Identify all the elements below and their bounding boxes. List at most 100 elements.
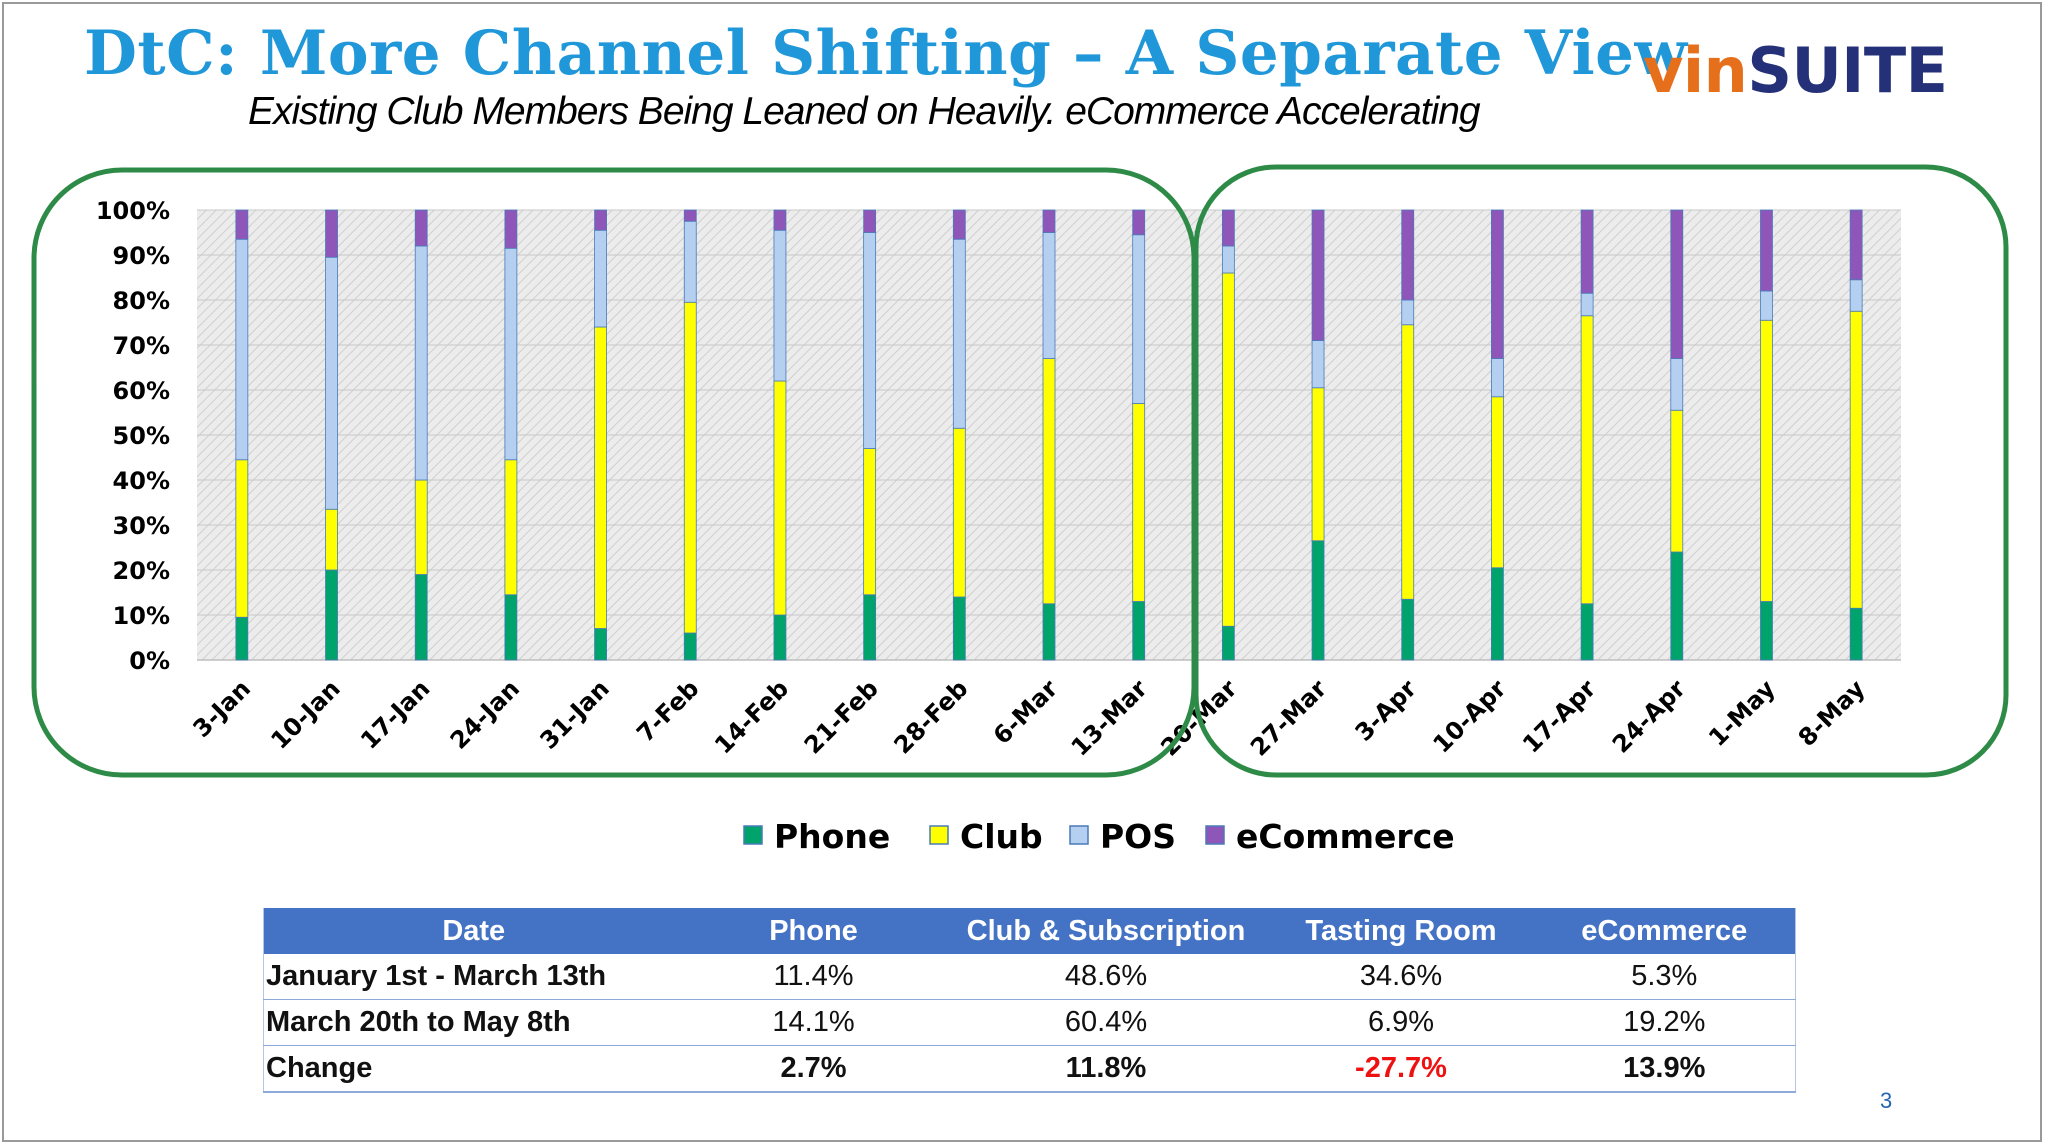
bar-club-8-may	[1849, 310, 1863, 609]
cell-tasting: 6.9%	[1268, 999, 1534, 1046]
bar-club-10-jan	[325, 508, 338, 571]
bar-phone-20-mar	[1221, 625, 1235, 661]
bar-pos-24-jan	[504, 247, 518, 461]
bar-ecommerce-20-mar	[1221, 209, 1235, 247]
bar-ecommerce-10-jan	[325, 209, 338, 258]
x-tick-label: 21-Feb	[799, 674, 884, 759]
x-tick-label: 24-Jan	[445, 674, 525, 754]
vinsuite-logo: vinSUITE	[1643, 34, 1948, 107]
legend-swatch-club	[929, 825, 949, 845]
bar-club-17-apr	[1580, 315, 1594, 605]
stacked-bar-chart: 0%10%20%30%40%50%60%70%80%90%100% 3-Jan 1…	[31, 164, 2009, 856]
cell-club: 11.8%	[943, 1045, 1269, 1093]
bar-phone-3-jan	[235, 616, 249, 661]
row-date: Change	[263, 1045, 684, 1093]
cell-phone: 2.7%	[683, 1045, 944, 1093]
bar-club-24-apr	[1670, 409, 1684, 553]
header-club-subscription: Club & Subscription	[943, 908, 1269, 954]
row-date: January 1st - March 13th	[263, 954, 684, 1000]
bar-phone-27-mar	[1311, 540, 1325, 661]
bar-phone-10-jan	[325, 569, 338, 661]
cell-club: 48.6%	[943, 954, 1269, 1000]
y-tick-label: 40%	[113, 467, 170, 495]
bar-pos-10-jan	[325, 256, 338, 510]
bar-ecommerce-17-jan	[414, 209, 428, 247]
bar-club-20-mar	[1221, 272, 1235, 627]
cell-phone: 11.4%	[683, 954, 944, 1000]
y-tick-label: 10%	[113, 602, 170, 630]
bar-ecommerce-31-jan	[594, 209, 607, 231]
bar-pos-8-may	[1849, 279, 1863, 312]
cell-ecommerce: 19.2%	[1533, 999, 1796, 1046]
bar-pos-13-mar	[1132, 234, 1146, 404]
y-tick-label: 80%	[113, 287, 170, 315]
x-tick-label: 17-Apr	[1517, 674, 1601, 758]
bar-ecommerce-14-feb	[773, 209, 787, 231]
bar-pos-7-feb	[683, 220, 697, 303]
bar-phone-31-jan	[594, 628, 607, 661]
bar-club-6-mar	[1042, 358, 1056, 605]
bar-pos-17-jan	[414, 245, 428, 481]
table-row: March 20th to May 8th 14.1% 60.4% 6.9% 1…	[263, 999, 1796, 1046]
bar-ecommerce-7-feb	[683, 209, 697, 222]
cell-phone: 14.1%	[683, 999, 944, 1046]
x-tick-label: 1-May	[1703, 674, 1781, 752]
bar-club-3-apr	[1401, 324, 1415, 600]
logo-suite-text: SUITE	[1747, 34, 1948, 107]
legend-label-ecommerce: eCommerce	[1236, 817, 1455, 856]
y-tick-label: 30%	[113, 512, 170, 540]
bar-phone-21-feb	[863, 594, 877, 661]
x-tick-label: 24-Apr	[1607, 674, 1691, 758]
bar-phone-13-mar	[1132, 601, 1146, 661]
table-row: January 1st - March 13th 11.4% 48.6% 34.…	[263, 954, 1796, 1000]
bar-phone-7-feb	[683, 632, 697, 661]
page-number: 3	[1880, 1088, 1893, 1113]
bar-ecommerce-10-apr	[1491, 209, 1504, 359]
bar-phone-17-apr	[1580, 603, 1594, 661]
bar-club-31-jan	[594, 326, 607, 629]
bar-club-7-feb	[683, 301, 697, 634]
bar-ecommerce-3-jan	[235, 209, 249, 240]
bar-club-27-mar	[1311, 387, 1325, 542]
bar-ecommerce-21-feb	[863, 209, 877, 233]
bar-phone-1-may	[1760, 601, 1773, 661]
y-tick-label: 60%	[113, 377, 170, 405]
y-tick-label: 0%	[129, 647, 170, 675]
legend-label-pos: POS	[1100, 817, 1176, 856]
bar-ecommerce-3-apr	[1401, 209, 1415, 301]
bar-pos-21-feb	[863, 232, 877, 449]
bar-club-13-mar	[1132, 403, 1146, 602]
x-tick-label: 6-Mar	[988, 674, 1063, 749]
x-tick-label: 7-Feb	[631, 674, 704, 747]
x-tick-label: 10-Jan	[265, 674, 345, 754]
bar-club-28-feb	[952, 427, 966, 598]
slide-subtitle: Existing Club Members Being Leaned on He…	[248, 90, 1481, 133]
bar-club-14-feb	[773, 380, 787, 616]
y-tick-label: 20%	[113, 557, 170, 585]
x-tick-label: 3-Jan	[188, 674, 257, 743]
legend-swatch-pos	[1069, 825, 1089, 845]
legend-label-phone: Phone	[774, 817, 890, 856]
header-date: Date	[263, 908, 684, 954]
bar-pos-3-apr	[1401, 299, 1415, 326]
x-tick-label: 27-Mar	[1245, 674, 1332, 761]
table-header-row: Date Phone Club & Subscription Tasting R…	[263, 908, 1796, 954]
cell-ecommerce: 5.3%	[1533, 954, 1796, 1000]
bar-phone-28-feb	[952, 596, 966, 661]
x-tick-label: 28-Feb	[889, 674, 974, 759]
bar-phone-3-apr	[1401, 598, 1415, 661]
bar-ecommerce-1-may	[1760, 209, 1773, 292]
header-ecommerce: eCommerce	[1533, 908, 1796, 954]
x-tick-label: 31-Jan	[535, 674, 615, 754]
bar-phone-17-jan	[414, 574, 428, 661]
bar-phone-24-jan	[504, 594, 518, 661]
bar-ecommerce-6-mar	[1042, 209, 1056, 233]
summary-table: Date Phone Club & Subscription Tasting R…	[263, 908, 1796, 1093]
bar-phone-14-feb	[773, 614, 787, 661]
bar-pos-14-feb	[773, 229, 787, 382]
bar-club-10-apr	[1491, 396, 1504, 569]
bar-club-17-jan	[414, 479, 428, 575]
bar-ecommerce-28-feb	[952, 209, 966, 240]
bar-club-1-may	[1760, 319, 1773, 602]
y-tick-label: 100%	[96, 197, 170, 225]
